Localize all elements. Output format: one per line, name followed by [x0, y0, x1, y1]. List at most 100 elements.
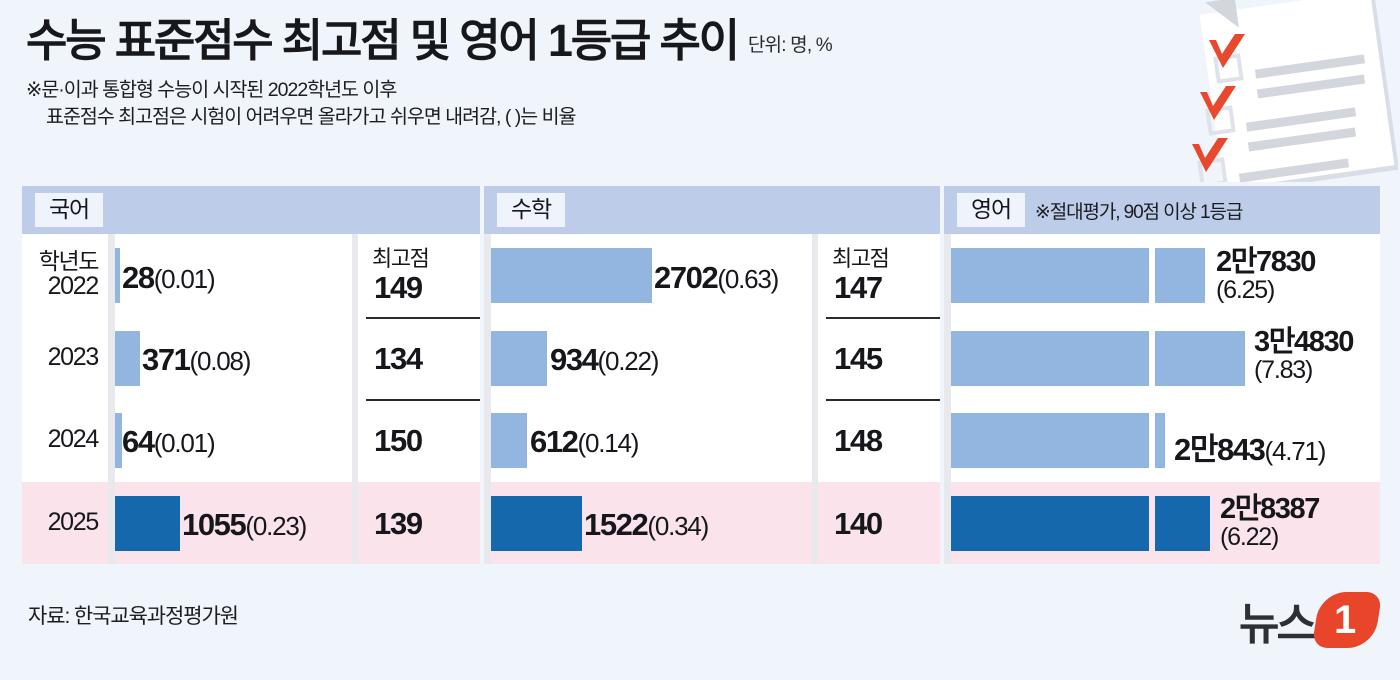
score-value-korean-2024: 150 — [374, 423, 423, 458]
score-cell: 최고점 147 — [826, 234, 940, 317]
subject-badge-math: 수학 — [497, 193, 565, 227]
bar-axis — [108, 234, 115, 564]
logo-mark-text: 1 — [1333, 598, 1357, 642]
bar-english-2024-seg2 — [1155, 413, 1165, 468]
year-cell: 2023 — [22, 317, 108, 647]
ratio-text: (0.34) — [647, 511, 709, 541]
bar-math-2022 — [491, 248, 652, 303]
panel-note-english: ※절대평가, 90점 이상 1등급 — [1034, 201, 1243, 223]
value-label-math-2022: 2702(0.63) — [654, 260, 779, 296]
unit-label: 단위: 명, % — [747, 35, 833, 56]
panel-english: 영어 ※절대평가, 90점 이상 1등급 — [944, 186, 1380, 564]
value-text: 371 — [142, 342, 191, 377]
header-note-line2: 표준점수 최고점은 시험이 어려우면 올라가고 쉬우면 내려감, ( )는 비율 — [46, 105, 577, 128]
value-label-english-2024: 2만843(4.71) — [1174, 424, 1326, 469]
value-label-english-2023: 3만4830 (7.83) — [1254, 327, 1354, 384]
news1-logo: 뉴스 1 — [1239, 588, 1383, 652]
score-value-korean-2023: 134 — [374, 340, 423, 376]
checkmark-icon — [1196, 86, 1240, 130]
score-cell: 140 — [826, 481, 940, 564]
score-cell: 139 — [366, 481, 480, 564]
bar-korean-2022 — [115, 248, 120, 303]
value-text: 2702 — [654, 260, 719, 295]
value-text: 1055 — [182, 507, 247, 542]
ratio-text: (0.08) — [189, 346, 252, 376]
bar-axis — [484, 234, 491, 564]
score-separator — [826, 316, 940, 319]
value-text: 934 — [550, 342, 599, 377]
value-label-english-2022: 2만7830 (6.25) — [1216, 247, 1316, 304]
bar-axis — [944, 234, 951, 564]
panel-body-korean: 학년도 2022 2023 2024 2025 28(0.01) 371(0.0 — [22, 234, 480, 564]
year-cell: 2024 — [22, 399, 108, 680]
page-fold-icon — [1205, 0, 1239, 32]
header-note: ※문·이과 통합형 수능이 시작된 2022학년도 이후 표준점수 최고점은 시… — [26, 77, 1176, 131]
score-value-korean-2025: 139 — [374, 505, 423, 541]
ratio-text: (6.22) — [1220, 522, 1279, 551]
year-cell: 2025 — [22, 481, 108, 564]
value-label-math-2024: 612(0.14) — [530, 424, 639, 460]
panel-korean: 국어 학년도 2022 2023 — [22, 186, 480, 564]
bar-english-2023-seg1 — [951, 330, 1149, 386]
page-title: 수능 표준점수 최고점 및 영어 1등급 추이 — [26, 15, 740, 66]
bar-korean-2024 — [115, 413, 122, 468]
bar-english-2024-seg1 — [951, 413, 1149, 468]
year-label: 2024 — [47, 425, 100, 453]
value-label-english-2025: 2만8387 (6.22) — [1220, 494, 1320, 551]
bar-math-2023 — [491, 330, 547, 386]
score-value-math-2024: 148 — [834, 423, 883, 458]
year-label: 2025 — [47, 507, 100, 536]
score-header: 최고점 — [832, 246, 890, 271]
checklist-illustration — [1183, 0, 1398, 182]
bar-english-2023-seg2 — [1155, 330, 1245, 386]
value-label-korean-2023: 371(0.08) — [142, 342, 252, 378]
ratio-text: (6.25) — [1216, 275, 1275, 304]
ratio-text: (7.83) — [1254, 355, 1313, 384]
value-text: 2만843 — [1174, 432, 1266, 467]
score-divider — [352, 234, 358, 564]
score-value-korean-2022: 149 — [374, 270, 423, 305]
bar-english-2022-seg1 — [951, 248, 1149, 303]
score-column-korean: 최고점 149 134 150 139 — [352, 234, 480, 564]
panel-body-english: 2만7830 (6.25) 3만4830 (7.83) 2만843(4.71) 2만… — [944, 234, 1380, 564]
value-text: 1522 — [584, 507, 649, 542]
bar-korean-2025 — [115, 495, 180, 551]
value-text: 28 — [122, 260, 155, 295]
score-cell: 145 — [826, 317, 940, 400]
year-label: 2023 — [47, 342, 100, 371]
score-separator — [826, 399, 940, 401]
value-label-korean-2024: 64(0.01) — [122, 424, 216, 460]
checkmark-icon — [1205, 34, 1249, 78]
bar-korean-2023 — [115, 330, 140, 386]
value-label-math-2025: 1522(0.34) — [584, 507, 709, 543]
ratio-text: (0.22) — [597, 346, 660, 376]
score-cell: 134 — [366, 317, 480, 400]
subject-badge-english: 영어 — [957, 193, 1025, 227]
header: 수능 표준점수 최고점 및 영어 1등급 추이 단위: 명, % ※문·이과 통… — [26, 18, 1176, 131]
panel-header-english: 영어 ※절대평가, 90점 이상 1등급 — [944, 186, 1380, 234]
score-separator — [366, 399, 480, 401]
score-value-math-2025: 140 — [834, 505, 883, 541]
chart-panels: 국어 학년도 2022 2023 — [22, 186, 1380, 564]
source-label: 자료: 한국교육과정평가원 — [28, 605, 239, 628]
ratio-text: (0.63) — [717, 264, 779, 294]
value-label-korean-2025: 1055(0.23) — [182, 507, 307, 543]
bar-math-2025 — [491, 495, 582, 551]
panel-header-korean: 국어 — [22, 186, 480, 234]
score-value-math-2022: 147 — [834, 270, 883, 305]
value-text: 64 — [122, 424, 155, 459]
panel-body-math: 2702(0.63) 934(0.22) 612(0.14) 1522(0.34… — [484, 234, 940, 564]
score-value-math-2023: 145 — [834, 340, 883, 376]
value-label-korean-2022: 28(0.01) — [122, 260, 216, 296]
year-header: 학년도 — [38, 248, 100, 274]
bar-english-2025-seg1 — [951, 495, 1149, 551]
score-separator — [366, 316, 480, 319]
score-cell: 148 — [826, 399, 940, 482]
value-text: 612 — [530, 424, 579, 459]
subject-badge-korean: 국어 — [35, 193, 103, 227]
score-header: 최고점 — [372, 246, 430, 271]
bar-english-2025-seg2 — [1155, 495, 1210, 551]
year-cell: 학년도 2022 — [22, 234, 108, 564]
value-label-math-2023: 934(0.22) — [550, 342, 660, 378]
score-column-math: 최고점 147 145 148 140 — [812, 234, 940, 564]
